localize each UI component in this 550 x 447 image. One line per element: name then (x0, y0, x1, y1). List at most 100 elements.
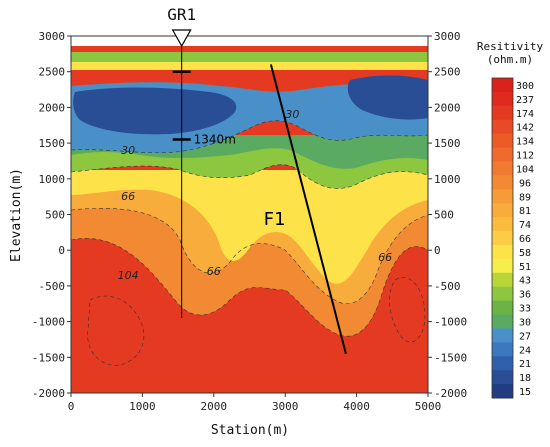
colorbar-swatch (492, 342, 513, 357)
x-tick-label: 3000 (272, 400, 299, 413)
colorbar-label: 104 (516, 164, 534, 175)
y-axis-right: 3000 2500 2000 1500 1000 500 0 -500 -1000 -1500 -2… (428, 30, 467, 400)
contour-label: 30 (285, 108, 299, 121)
contour-line (71, 120, 428, 154)
x-tick-label: 5000 (415, 400, 442, 413)
colorbar-swatch (492, 244, 513, 260)
colorbar-label: 21 (519, 359, 531, 370)
contour-label: 66 (121, 190, 135, 203)
colorbar-label: 74 (519, 220, 531, 231)
colorbar-swatch (492, 203, 513, 218)
contour-label: 30 (121, 144, 135, 157)
y-tick-label-right: -500 (434, 280, 461, 293)
colorbar-swatch (492, 328, 513, 343)
colorbar-swatch (492, 384, 513, 399)
colorbar-label: 51 (519, 262, 531, 273)
y-tick-label: 500 (45, 209, 65, 222)
colorbar-label: 300 (516, 81, 534, 92)
colorbar-label: 27 (519, 331, 531, 342)
x-tick-label: 0 (68, 400, 75, 413)
x-tick-label: 1000 (129, 400, 156, 413)
colorbar: Resitivity (ohm.m) 300 237 174 142 134 112 104… (477, 40, 544, 399)
y-tick-label: -1000 (32, 316, 65, 329)
y-tick-label-right: -2000 (434, 387, 467, 400)
yellow-zone (71, 170, 428, 284)
y-tick-label-right: 1000 (434, 173, 461, 186)
dark-blue-core-right (347, 75, 428, 120)
colorbar-swatch (492, 356, 513, 371)
colorbar-label: 58 (519, 248, 531, 259)
colorbar-label: 112 (516, 151, 534, 162)
y-tick-label-right: 500 (434, 209, 454, 222)
y-tick-label-right: 3000 (434, 30, 461, 43)
y-tick-label: -1500 (32, 351, 65, 364)
colorbar-swatches (491, 77, 514, 399)
fault-label: F1 (264, 209, 286, 230)
y-tick-label: 2000 (39, 101, 66, 114)
colorbar-swatch (492, 370, 513, 385)
colorbar-label: 174 (516, 109, 534, 120)
well-depth-label: 1340m (194, 133, 236, 147)
colorbar-label: 36 (519, 290, 531, 301)
colorbar-labels: 300 237 174 142 134 112 104 96 89 81 74 66 58 51 43 36 3… (516, 81, 534, 398)
y-tick-label: -500 (39, 280, 66, 293)
dark-blue-core-left (73, 87, 237, 135)
colorbar-swatch (492, 189, 513, 204)
contour-line (389, 277, 426, 343)
y-tick-label: 1000 (39, 173, 66, 186)
contour-lines (71, 120, 428, 366)
colorbar-label: 89 (519, 192, 531, 203)
well-marks (172, 70, 191, 141)
colorbar-label: 18 (519, 373, 531, 384)
colorbar-swatch (492, 272, 513, 288)
air-above-surface (71, 36, 428, 46)
colorbar-swatch (492, 78, 513, 93)
x-axis: 0 1000 2000 3000 4000 5000 (68, 393, 442, 413)
colorbar-label: 43 (519, 276, 531, 287)
colorbar-label: 81 (519, 206, 531, 217)
contour-label: 104 (118, 269, 139, 282)
contour-label: 66 (378, 251, 392, 264)
resistivity-section: 30 30 66 66 66 104 (71, 36, 428, 393)
colorbar-swatch (492, 286, 513, 302)
colorbar-label: 66 (519, 234, 531, 245)
y-tick-label: 0 (58, 244, 65, 257)
colorbar-swatch (492, 314, 513, 329)
contour-label: 66 (207, 265, 221, 278)
x-axis-label: Station(m) (211, 423, 289, 438)
colorbar-title: Resitivity (477, 40, 544, 53)
y-tick-label-right: 1500 (434, 137, 461, 150)
colorbar-swatch (492, 175, 513, 190)
colorbar-label: 33 (519, 304, 531, 315)
y-axis-label: Elevation(m) (9, 168, 24, 262)
colorbar-swatch (492, 300, 513, 316)
colorbar-swatch (492, 217, 513, 232)
contour-line (71, 238, 428, 337)
y-tick-label: 1500 (39, 137, 66, 150)
y-tick-label: 3000 (39, 30, 66, 43)
y-tick-label: -2000 (32, 387, 65, 400)
y-tick-label-right: 2500 (434, 66, 461, 79)
colorbar-swatch (492, 258, 513, 274)
fault-line (269, 64, 347, 354)
contour-line (71, 164, 428, 189)
colorbar-swatch (492, 231, 513, 246)
annotations: GR1 1340m F1 (167, 5, 347, 354)
y-tick-label-right: 2000 (434, 101, 461, 114)
colorbar-label: 15 (519, 387, 531, 398)
y-tick-label-right: 0 (434, 244, 441, 257)
contour-labels: 30 30 66 66 66 104 (118, 108, 393, 282)
x-tick-label: 2000 (201, 400, 228, 413)
colorbar-swatch (492, 105, 513, 121)
near-surface-yellow (71, 62, 428, 70)
near-surface-red (71, 46, 428, 52)
y-tick-label-right: -1000 (434, 316, 467, 329)
contour-line (87, 295, 145, 366)
y-tick-label: 2500 (39, 66, 66, 79)
colorbar-label: 142 (516, 123, 534, 134)
colorbar-label: 134 (516, 137, 534, 148)
colorbar-swatch (492, 161, 513, 176)
colorbar-swatch (492, 91, 513, 107)
colorbar-label: 96 (519, 178, 531, 189)
